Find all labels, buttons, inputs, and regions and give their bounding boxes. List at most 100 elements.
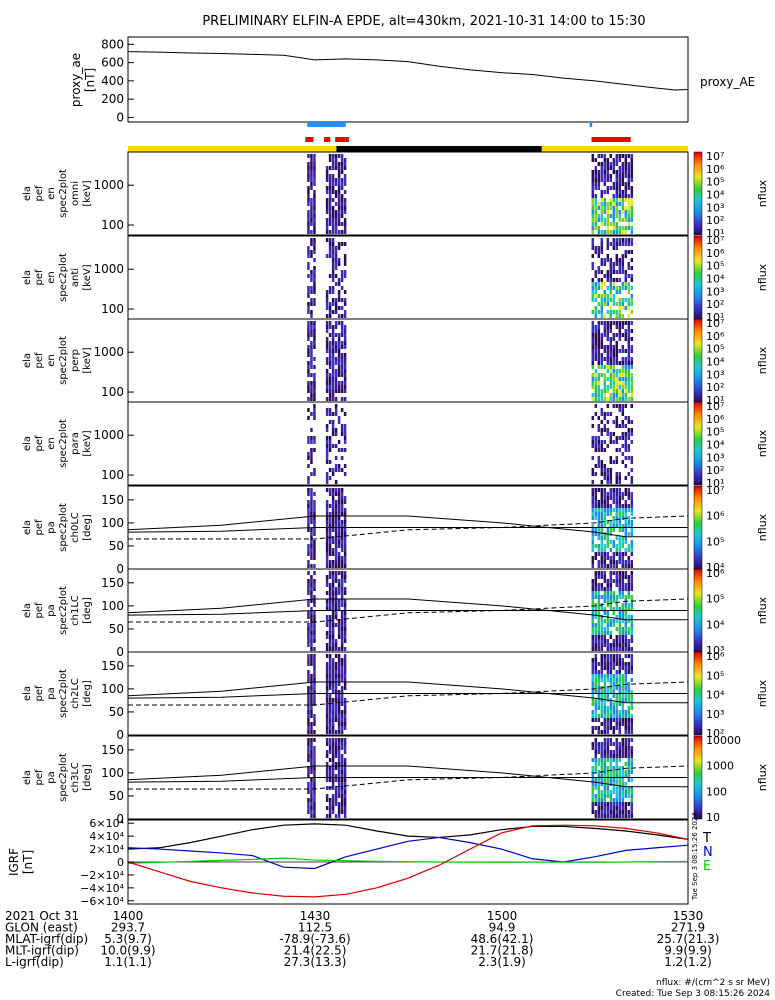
spectrum-cell	[624, 158, 628, 162]
spectrum-cell	[343, 428, 347, 432]
spectrum-cell	[331, 794, 335, 798]
colorbar-tick: 10⁵	[706, 176, 724, 189]
spectrum-cell	[618, 690, 622, 694]
spectrum-cell	[343, 623, 347, 627]
spectrum-cell	[594, 373, 598, 377]
spectrum-cell	[597, 750, 601, 754]
spectrum-cell	[630, 794, 634, 798]
spectrum-cell	[618, 682, 622, 686]
spectrum-cell	[624, 587, 628, 591]
spectrum-cell	[606, 619, 610, 623]
spectrum-cell	[618, 647, 622, 651]
spectrum-cell	[340, 766, 344, 770]
spectrum-cell	[328, 587, 332, 591]
spectrum-cell	[334, 536, 338, 540]
spectrum-cell	[313, 373, 316, 377]
spectrum-cell	[313, 266, 316, 270]
spectrum-cell	[325, 186, 329, 190]
spectrum-cell	[612, 730, 616, 734]
spectrum-cell	[334, 182, 338, 186]
spectrum-cell	[615, 508, 619, 512]
spectrum-cell	[310, 528, 313, 532]
spectrum-cell	[340, 274, 344, 278]
spectrum-cell	[310, 345, 313, 349]
spectrum-cell	[624, 298, 628, 302]
spectrum-cell	[337, 369, 341, 373]
spectrum-cell	[340, 686, 344, 690]
spectrum-cell	[621, 591, 625, 595]
spectrum-cell	[340, 524, 344, 528]
spectrum-cell	[627, 627, 631, 631]
spectrum-cell	[591, 329, 595, 333]
spectrum-cell	[334, 575, 338, 579]
spectrum-cell	[337, 587, 341, 591]
spectrum-cell	[337, 758, 341, 762]
spectrum-cell	[307, 754, 310, 758]
spectrum-cell	[615, 639, 619, 643]
spectrum-cell	[627, 694, 631, 698]
spectrum-cell	[331, 424, 335, 428]
spectrum-cell	[600, 774, 604, 778]
spectrum-cell	[337, 678, 341, 682]
spectrum-cell	[630, 746, 634, 750]
spectrum-cell	[340, 353, 344, 357]
footer-value: 21.4(22.5)	[284, 944, 347, 958]
spectrum-cell	[313, 158, 316, 162]
spectrum-cell	[612, 643, 616, 647]
spectrum-cell	[627, 710, 631, 714]
spectrum-cell	[612, 282, 616, 286]
spectrum-cell	[343, 750, 347, 754]
spectrum-cell	[328, 810, 332, 814]
spectrum-cell	[609, 504, 613, 508]
spectrum-cell	[591, 198, 595, 202]
spectrum-cell	[325, 412, 329, 416]
spectrum-cell	[606, 710, 610, 714]
spectrum-cell	[334, 794, 338, 798]
spectrum-cell	[328, 666, 332, 670]
spectrum-cell	[600, 746, 604, 750]
spectrum-cell	[594, 202, 598, 206]
spectrum-cell	[606, 294, 610, 298]
spectrum-cell	[603, 282, 607, 286]
spectrum-cell	[630, 770, 634, 774]
spectrum-cell	[624, 528, 628, 532]
spectrum-cell	[624, 802, 628, 806]
spectrum-cell	[328, 802, 332, 806]
spectrum-cell	[337, 782, 341, 786]
spectrum-cell	[591, 611, 595, 615]
spectrum-cell	[340, 528, 344, 532]
spectrum-cell	[618, 238, 622, 242]
spectrum-cell	[612, 337, 616, 341]
spectrum-cell	[325, 428, 329, 432]
spectrum-cell	[325, 678, 329, 682]
spectrum-cell	[600, 762, 604, 766]
spectrum-cell	[334, 595, 338, 599]
spectrum-cell	[310, 512, 313, 516]
spectrum-cell	[310, 706, 313, 710]
spectrum-cell	[606, 611, 610, 615]
spectrum-cell	[591, 226, 595, 230]
spectrum-cell	[606, 738, 610, 742]
spectrum-cell	[618, 814, 622, 818]
spectrum-cell	[612, 786, 616, 790]
spectrum-cell	[328, 643, 332, 647]
colorbar-label: nflux	[756, 179, 769, 207]
spectrum-cell	[624, 662, 628, 666]
spectrum-cell	[307, 250, 310, 254]
spectrum-cell	[630, 520, 634, 524]
spectrum-cell	[313, 758, 316, 762]
spectrum-cell	[621, 408, 625, 412]
spectrum-cell	[307, 564, 310, 568]
spectrum-cell	[627, 790, 631, 794]
spectrum-cell	[609, 714, 613, 718]
spectrum-cell	[630, 654, 634, 658]
spectrum-cell	[615, 694, 619, 698]
spectrum-cell	[328, 698, 332, 702]
spectrum-cell	[609, 397, 613, 401]
spectrum-cell	[627, 242, 631, 246]
spectrum-cell	[609, 496, 613, 500]
spectrum-cell	[328, 230, 332, 234]
spec-ylabel: en	[46, 354, 57, 367]
spectrum-cell	[307, 706, 310, 710]
spectrum-cell	[609, 310, 613, 314]
